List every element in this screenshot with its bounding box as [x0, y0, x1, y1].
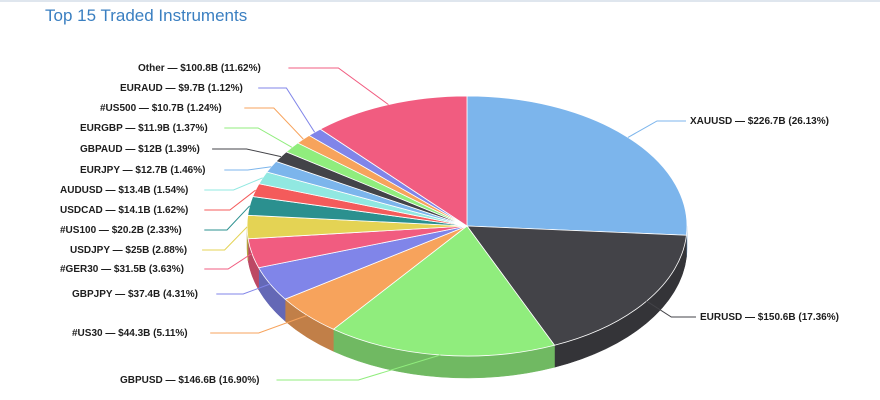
connector-gbpaud [212, 148, 282, 158]
label-eurjpy: EURJPY — $12.7B (1.46%) [80, 165, 205, 176]
label-us500: #US500 — $10.7B (1.24%) [100, 103, 222, 114]
connector-us500 [244, 107, 304, 140]
connector-eurgbp [224, 127, 293, 148]
label-usdjpy: USDJPY — $25B (2.88%) [70, 245, 187, 256]
label-gbpaud: GBPAUD — $12B (1.39%) [80, 144, 200, 155]
label-audusd: AUDUSD — $13.4B (1.54%) [60, 185, 188, 196]
connector-gbpusd [276, 354, 441, 381]
label-euraud: EURAUD — $9.7B (1.12%) [120, 83, 243, 94]
connector-other [288, 67, 389, 106]
label-eurgbp: EURGBP — $11.9B (1.37%) [80, 123, 208, 134]
label-eurusd: EURUSD — $150.6B (17.36%) [700, 312, 839, 323]
chart-title: Top 15 Traded Instruments [45, 6, 248, 25]
label-gbpusd: GBPUSD — $146.6B (16.90%) [120, 375, 260, 386]
connector-gbpjpy [216, 283, 271, 295]
connector-audusd [204, 177, 263, 191]
slice-xauusd[interactable] [466, 95, 688, 236]
connector-euraud [258, 87, 316, 133]
label-us100: #US100 — $20.2B (2.33%) [60, 225, 182, 236]
label-other: Other — $100.8B (11.62%) [138, 63, 261, 74]
label-usdcad: USDCAD — $14.1B (1.62%) [60, 205, 188, 216]
connector-us100 [204, 205, 251, 231]
top-divider [0, 0, 880, 2]
connector-ger30 [204, 252, 253, 270]
label-gbpjpy: GBPJPY — $37.4B (4.31%) [72, 289, 198, 300]
connector-usdjpy [202, 226, 248, 251]
connector-us30 [210, 314, 308, 334]
slice-gbpusd[interactable] [332, 225, 556, 357]
connector-usdcad [204, 189, 256, 211]
label-us30: #US30 — $44.3B (5.11%) [72, 328, 188, 339]
label-xauusd: XAUUSD — $226.7B (26.13%) [690, 116, 829, 127]
connector-xauusd [627, 120, 686, 138]
connector-eurusd [646, 300, 696, 318]
label-ger30: #GER30 — $31.5B (3.63%) [60, 264, 184, 275]
connector-eurjpy [224, 166, 272, 171]
slice-other[interactable] [319, 95, 468, 227]
